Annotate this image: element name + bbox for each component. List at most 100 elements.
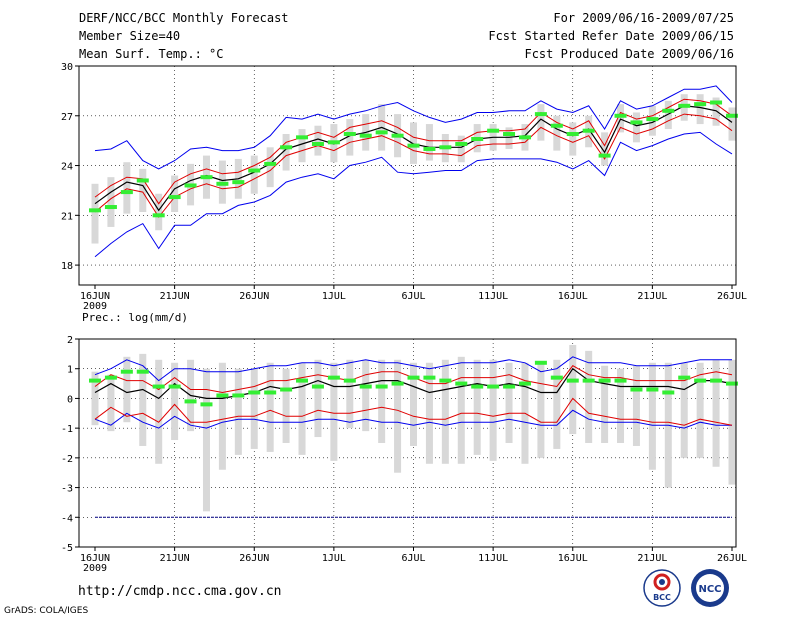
x-tick-label: 26JUL (717, 553, 747, 564)
range-box (346, 359, 354, 429)
range-box (394, 359, 402, 473)
x-tick-label: 16JUL (558, 291, 588, 302)
member-marker (518, 135, 531, 140)
range-box (425, 124, 433, 161)
member-marker (598, 378, 611, 383)
range-box (298, 129, 306, 163)
member-marker (534, 112, 547, 117)
range-box (282, 368, 290, 443)
member-marker (678, 375, 691, 380)
range-box (632, 365, 640, 446)
range-box (728, 107, 736, 141)
member-marker (566, 378, 579, 383)
x-tick-label: 26JUN (239, 291, 269, 302)
range-box (330, 362, 338, 461)
precip-panel-title: Prec.: log(mm/d) (82, 311, 188, 324)
member-marker (455, 381, 468, 386)
member-marker (327, 140, 340, 145)
member-marker (471, 137, 484, 141)
member-marker (487, 384, 500, 389)
variable-label: Mean Surf. Temp.: °C (79, 47, 224, 61)
member-marker (168, 384, 181, 389)
range-box (362, 359, 370, 432)
member-marker (296, 378, 309, 383)
member-marker (455, 141, 468, 146)
source-url[interactable]: http://cmdp.ncc.cma.gov.cn (78, 584, 282, 599)
range-box (457, 135, 465, 163)
member-marker (471, 384, 484, 389)
x-tick-label: 16JUN (80, 553, 110, 564)
member-marker (280, 387, 293, 392)
range-box (425, 362, 433, 464)
x-tick-label: 6JUL (401, 291, 425, 302)
temperature-panel: 18 21 24 27 30 16JUN 21JUN 26JUN 1JUL 6JUL 11JUL 16… (61, 62, 747, 312)
y-tick-label: -5 (61, 543, 73, 554)
range-box (123, 356, 131, 423)
member-marker (598, 153, 611, 158)
y-tick-label: -2 (61, 454, 73, 465)
member-marker (136, 178, 149, 183)
member-marker (710, 378, 723, 383)
range-box (505, 362, 513, 443)
bcc-logo: BCC (643, 569, 681, 607)
series-min-line (94, 131, 733, 258)
range-box (107, 374, 115, 432)
y-tick-label: -4 (61, 513, 73, 524)
x-tick-label: 11JUL (478, 553, 508, 564)
range-box (91, 371, 99, 426)
member-marker (487, 128, 500, 133)
range-box (441, 359, 449, 464)
x-tick-label: 11JUL (478, 291, 508, 302)
member-marker (184, 183, 197, 188)
y-tick-label: -1 (61, 424, 73, 435)
member-marker (248, 168, 261, 173)
member-marker (359, 384, 372, 389)
range-box (712, 359, 720, 467)
range-box (601, 132, 609, 166)
series-max-line (94, 356, 732, 382)
range-box (202, 368, 210, 512)
range-box (505, 127, 513, 149)
member-marker (694, 102, 707, 107)
range-box (218, 362, 226, 470)
range-box (250, 155, 258, 194)
member-marker (104, 375, 117, 380)
x-tick-label: 16JUN (80, 291, 110, 302)
member-marker (582, 378, 595, 383)
member-marker (359, 133, 372, 138)
y-tick-label: 2 (67, 335, 73, 346)
x-tick-label: 21JUN (160, 553, 190, 564)
member-marker (726, 113, 738, 118)
series-min-line (94, 409, 732, 429)
member-marker (200, 175, 213, 180)
member-marker (710, 100, 723, 105)
member-marker (503, 384, 516, 389)
range-box (537, 362, 545, 458)
x-tick-label: 1JUL (322, 553, 346, 564)
series-lower-spread-line (94, 397, 733, 426)
member-marker (423, 146, 436, 151)
member-marker (343, 132, 356, 137)
member-marker (439, 378, 452, 383)
range-box (617, 368, 625, 443)
member-marker (614, 113, 627, 118)
member-marker (152, 384, 165, 389)
forecast-started-date: Fcst Started Refer Date 2009/06/15 (488, 29, 734, 43)
range-box (250, 368, 258, 449)
range-box (266, 362, 274, 452)
member-marker (534, 360, 547, 365)
range-box (410, 122, 417, 164)
range-box (314, 359, 322, 438)
range-box (91, 183, 99, 244)
range-box (569, 344, 577, 435)
series-lower-spread-line (94, 113, 733, 218)
member-marker (248, 390, 261, 395)
range-box (139, 353, 147, 446)
member-marker (646, 117, 659, 122)
y-tick-label: 0 (67, 394, 73, 405)
range-box (155, 359, 163, 464)
member-marker (646, 387, 659, 392)
range-box (696, 94, 704, 125)
range-box (139, 168, 147, 212)
forecast-produced-date: Fcst Produced Date 2009/06/16 (524, 47, 734, 61)
